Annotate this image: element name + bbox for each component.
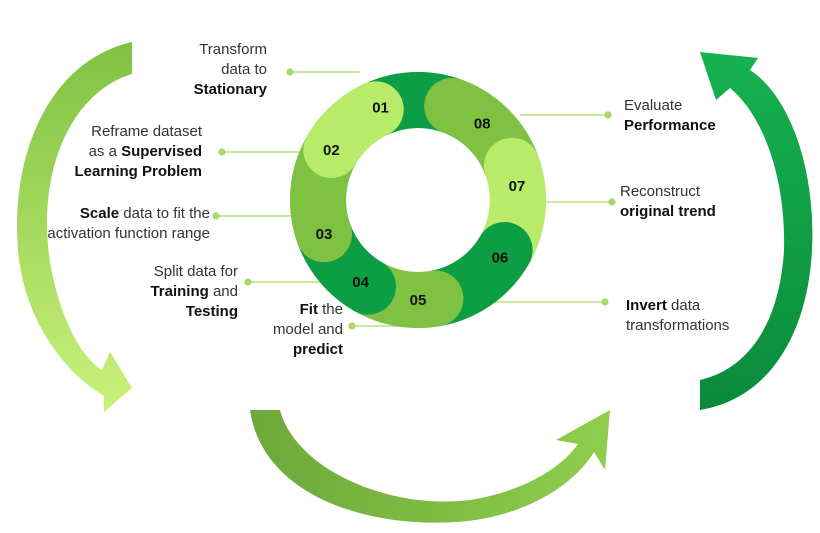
step-label-04: Split data for Training and Testing <box>150 262 238 322</box>
connector-dot-07 <box>608 198 616 206</box>
label-text: as a <box>88 143 122 160</box>
bottom-cycle-arrow <box>250 410 610 523</box>
step-number-02: 02 <box>323 142 340 159</box>
label-text: Transform <box>199 41 267 58</box>
label-line: Training and <box>150 282 238 302</box>
label-text: data <box>666 297 701 314</box>
step-number-01: 01 <box>372 99 389 116</box>
label-line: Testing <box>150 302 238 322</box>
label-line: activation function range <box>47 224 210 244</box>
step-label-05: Fit the model and predict <box>273 300 343 360</box>
step-number-06: 06 <box>492 249 509 266</box>
step-label-02: Reframe dataset as a Supervised Learning P… <box>74 122 202 182</box>
label-bold-text: Testing <box>185 303 238 320</box>
label-line: original trend <box>620 202 716 222</box>
label-text: data to <box>221 61 267 78</box>
label-line: Performance <box>624 116 716 136</box>
connector-dot-03 <box>212 212 220 220</box>
step-label-06: Invert data transformations <box>626 296 729 336</box>
label-line: Split data for <box>150 262 238 282</box>
label-line: transformations <box>626 316 729 336</box>
label-bold-text: Training <box>150 283 209 300</box>
label-line: model and <box>273 320 343 340</box>
label-line: Learning Problem <box>74 162 202 182</box>
ring-segment <box>303 81 404 178</box>
label-line: Stationary <box>194 80 267 100</box>
process-ring <box>290 72 546 328</box>
label-text: the <box>317 301 343 318</box>
label-text: Evaluate <box>624 97 683 114</box>
label-text: transformations <box>626 317 730 334</box>
label-text: Split data for <box>153 263 238 280</box>
step-number-04: 04 <box>352 274 369 291</box>
label-bold-text: predict <box>292 341 343 358</box>
step-number-07: 07 <box>509 178 526 195</box>
label-line: Reconstruct <box>620 182 716 202</box>
step-number-03: 03 <box>316 226 333 243</box>
label-bold-text: Stationary <box>193 81 267 98</box>
connector-dot-01 <box>286 68 294 76</box>
label-bold-text: Scale <box>79 205 120 222</box>
connector-dot-06 <box>601 298 609 306</box>
connector-dot-05 <box>348 322 356 330</box>
label-text: Reframe dataset <box>91 123 202 140</box>
label-line: Scale data to fit the <box>47 204 210 224</box>
step-label-03: Scale data to fit the activation function… <box>47 204 210 244</box>
right-cycle-arrow <box>700 52 813 410</box>
label-bold-text: Supervised <box>121 143 202 160</box>
label-text: and <box>208 283 238 300</box>
label-bold-text: Fit <box>299 301 318 318</box>
label-bold-text: Learning Problem <box>74 163 202 180</box>
step-label-07: Reconstruct original trend <box>620 182 716 222</box>
connector-dot-04 <box>244 278 252 286</box>
label-text: Reconstruct <box>620 183 701 200</box>
step-number-08: 08 <box>474 115 491 132</box>
label-line: Fit the <box>273 300 343 320</box>
label-bold-text: original trend <box>620 203 716 220</box>
step-label-01: Transform data to Stationary <box>194 40 267 100</box>
label-line: as a Supervised <box>74 142 202 162</box>
label-line: predict <box>273 340 343 360</box>
label-text: model and <box>272 321 343 338</box>
label-text: data to fit the <box>119 205 210 222</box>
label-line: data to <box>194 60 267 80</box>
label-line: Transform <box>194 40 267 60</box>
label-line: Invert data <box>626 296 729 316</box>
label-text: activation function range <box>47 225 210 242</box>
label-line: Reframe dataset <box>74 122 202 142</box>
step-numbers: 01 02 03 04 05 06 07 08 <box>316 99 526 309</box>
left-cycle-arrow <box>17 42 132 412</box>
step-number-05: 05 <box>410 292 427 309</box>
label-bold-text: Performance <box>624 117 716 134</box>
step-label-08: Evaluate Performance <box>624 96 716 136</box>
label-line: Evaluate <box>624 96 716 116</box>
label-bold-text: Invert <box>626 297 667 314</box>
connector-dot-08 <box>604 111 612 119</box>
connector-dot-02 <box>218 148 226 156</box>
